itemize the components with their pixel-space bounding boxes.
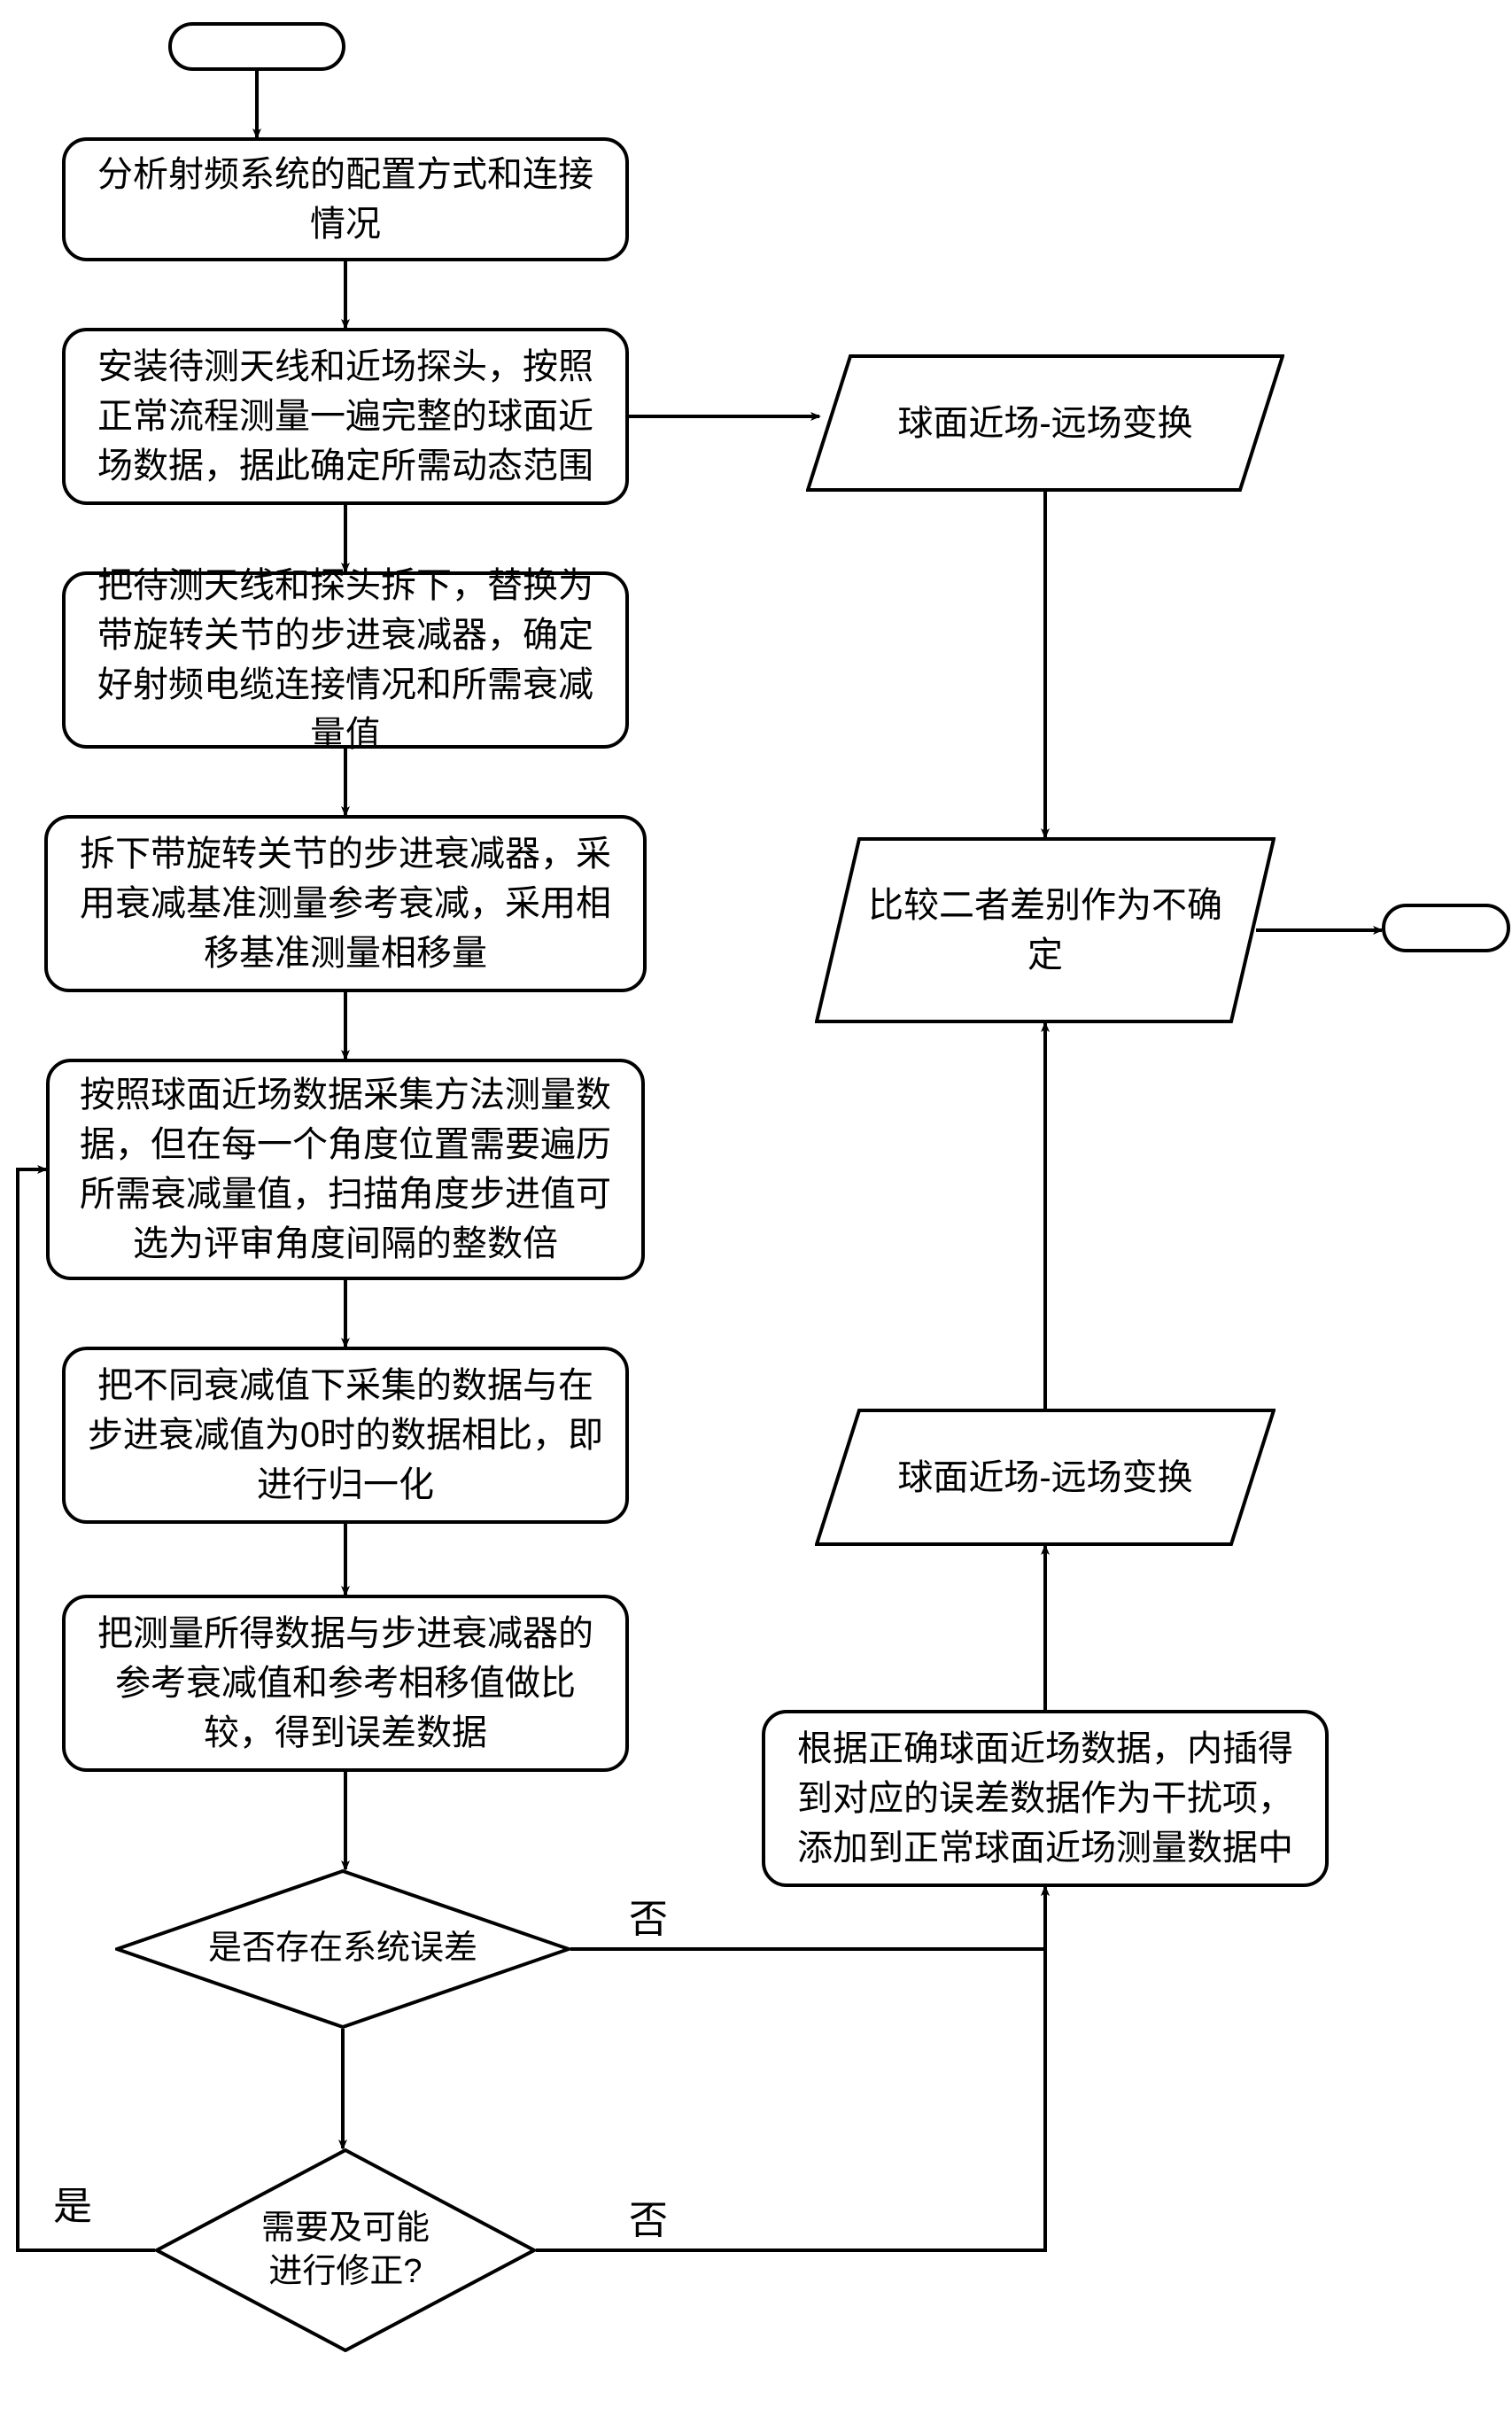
- node-text-p7: 把测量所得数据与步进衰减器的参考衰减值和参考相移值做比较，得到误差数据: [83, 1609, 608, 1758]
- node-start: [168, 22, 345, 71]
- node-text-pg1: 球面近场-远场变换: [806, 354, 1284, 492]
- node-text-d2: 需要及可能 进行修正?: [155, 2148, 536, 2352]
- node-d1: 是否存在系统误差: [115, 1869, 570, 2029]
- node-text-d1: 是否存在系统误差: [115, 1869, 570, 2029]
- node-p8: 根据正确球面近场数据，内插得到对应的误差数据作为干扰项，添加到正常球面近场测量数…: [762, 1710, 1329, 1887]
- node-text-p3: 把待测天线和探头拆下，替换为带旋转关节的步进衰减器，确定好射频电缆连接情况和所需…: [83, 561, 608, 759]
- node-pg3: 比较二者差别作为不确定: [815, 837, 1276, 1023]
- node-p3: 把待测天线和探头拆下，替换为带旋转关节的步进衰减器，确定好射频电缆连接情况和所需…: [62, 571, 629, 749]
- node-p7: 把测量所得数据与步进衰减器的参考衰减值和参考相移值做比较，得到误差数据: [62, 1595, 629, 1772]
- node-pg1: 球面近场-远场变换: [806, 354, 1284, 492]
- node-pg2: 球面近场-远场变换: [815, 1409, 1276, 1546]
- node-text-p1: 分析射频系统的配置方式和连接情况: [83, 150, 608, 249]
- node-text-pg2: 球面近场-远场变换: [815, 1409, 1276, 1546]
- label-yes: 是: [53, 2174, 92, 2231]
- node-p2: 安装待测天线和近场探头，按照正常流程测量一遍完整的球面近场数据，据此确定所需动态…: [62, 328, 629, 505]
- node-p5: 按照球面近场数据采集方法测量数据，但在每一个角度位置需要遍历所需衰减量值，扫描角…: [46, 1059, 645, 1280]
- node-text-p5: 按照球面近场数据采集方法测量数据，但在每一个角度位置需要遍历所需衰减量值，扫描角…: [67, 1070, 624, 1269]
- node-p4: 拆下带旋转关节的步进衰减器，采用衰减基准测量参考衰减，采用相移基准测量相移量: [44, 815, 647, 992]
- node-p1: 分析射频系统的配置方式和连接情况: [62, 137, 629, 261]
- label-no1: 否: [629, 1887, 668, 1944]
- node-text-p4: 拆下带旋转关节的步进衰减器，采用衰减基准测量参考衰减，采用相移基准测量相移量: [66, 829, 625, 978]
- node-p6: 把不同衰减值下采集的数据与在步进衰减值为0时的数据相比，即进行归一化: [62, 1347, 629, 1524]
- node-text-p2: 安装待测天线和近场探头，按照正常流程测量一遍完整的球面近场数据，据此确定所需动态…: [83, 342, 608, 491]
- node-text-p8: 根据正确球面近场数据，内插得到对应的误差数据作为干扰项，添加到正常球面近场测量数…: [783, 1724, 1307, 1873]
- node-text-p6: 把不同衰减值下采集的数据与在步进衰减值为0时的数据相比，即进行归一化: [83, 1361, 608, 1510]
- label-no2: 否: [629, 2188, 668, 2245]
- node-text-pg3: 比较二者差别作为不确定: [815, 837, 1276, 1023]
- node-end: [1382, 904, 1510, 952]
- node-d2: 需要及可能 进行修正?: [155, 2148, 536, 2352]
